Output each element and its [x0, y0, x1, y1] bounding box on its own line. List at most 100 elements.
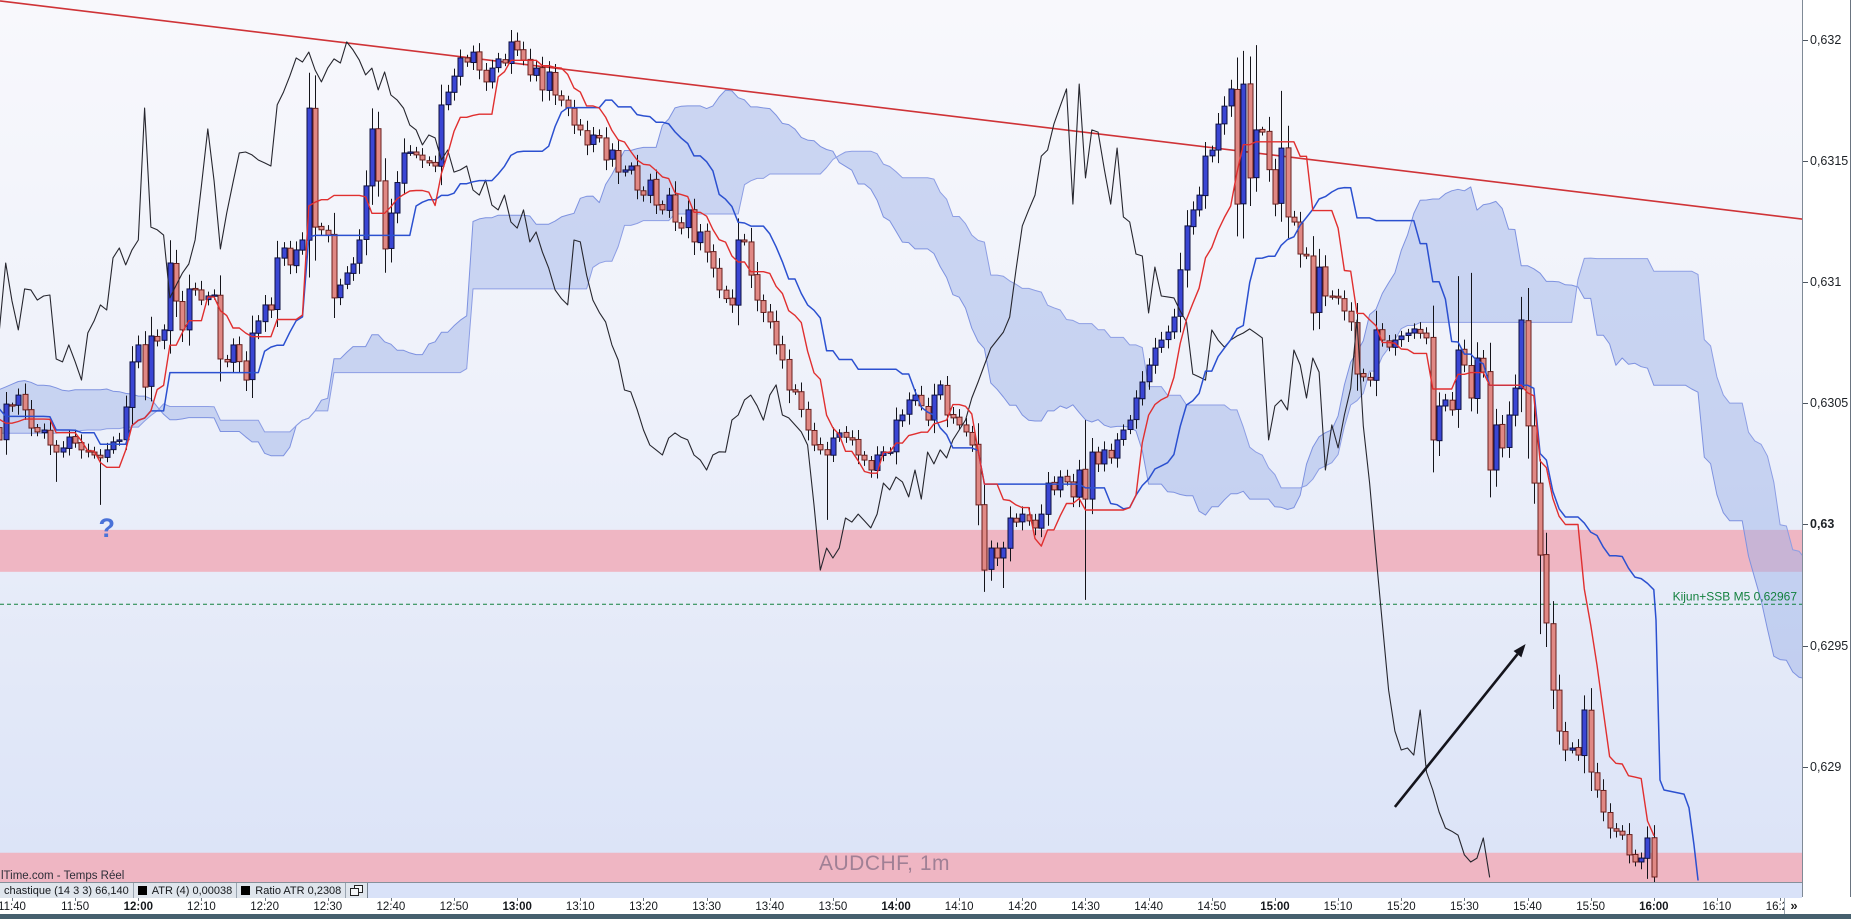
time-tick: [12, 898, 13, 901]
time-tick: [959, 898, 961, 901]
time-tick: [1338, 898, 1340, 901]
time-tick: [769, 898, 771, 901]
time-tick-label: 16:10: [1702, 901, 1732, 913]
price-tick: [1803, 766, 1808, 768]
time-tick-label: 11:50: [61, 901, 90, 913]
time-tick: [706, 898, 708, 901]
time-tick: [264, 898, 266, 901]
chart-plot-area[interactable]: Kijun+SSB M5 0,62967?: [0, 0, 1802, 882]
time-tick: [517, 898, 519, 901]
legend-item[interactable]: Ratio ATR 0,2308: [237, 883, 347, 898]
kijun-line: [0, 99, 1699, 881]
arrow-annotation: [1393, 653, 1519, 808]
price-tick: [1803, 281, 1808, 283]
time-tick-label: 15:20: [1386, 901, 1416, 913]
time-tick: [1211, 898, 1213, 901]
indicator-legend-strip: chastique (14 3 3) 66,140 ATR (4) 0,00038…: [0, 883, 1802, 899]
legend-color-chip: [137, 886, 147, 895]
instrument-watermark: AUDCHF, 1m: [819, 852, 951, 875]
time-tick: [454, 898, 456, 901]
time-tick-label: 11:40: [0, 901, 26, 913]
time-axis[interactable]: 11:40 11:50 12:00 12:10 12:20 12:30 12:40 12:50…: [0, 898, 1851, 914]
time-tick: [75, 898, 77, 901]
time-tick-label: 12:20: [250, 901, 279, 913]
price-tick: [1803, 403, 1808, 405]
time-tick: [1401, 898, 1403, 901]
time-tick: [643, 898, 645, 901]
time-tick: [138, 898, 140, 901]
legend-item[interactable]: chastique (14 3 3) 66,140: [0, 883, 134, 898]
time-tick-label: 14:50: [1197, 901, 1227, 913]
price-tick-label: 0,6295: [1810, 638, 1849, 653]
time-tick-label: 12:50: [439, 901, 469, 913]
time-tick-label: 15:00: [1260, 901, 1290, 913]
price-tick-label: 0,631: [1810, 274, 1842, 289]
time-tick-label: 14:20: [1007, 901, 1037, 913]
time-tick: [1022, 898, 1024, 901]
price-tick: [1803, 39, 1808, 41]
tenkan-line: [0, 59, 1655, 836]
time-tick-label: 15:30: [1449, 901, 1479, 913]
price-tick: [1803, 524, 1808, 526]
price-tick-label: 0,632: [1810, 32, 1842, 47]
time-tick: [1590, 898, 1592, 901]
provider-watermark: lTime.com - Temps Réel: [1, 870, 125, 882]
time-tick-label: 13:30: [692, 901, 721, 913]
legend-item[interactable]: ATR (4) 0,00038: [134, 883, 238, 898]
time-tick: [201, 898, 203, 901]
ichimoku-cloud: [0, 90, 1802, 678]
time-tick: [1527, 898, 1529, 901]
time-tick: [1085, 898, 1087, 901]
time-tick-label: 13:50: [818, 901, 848, 913]
time-tick: [1653, 898, 1655, 901]
price-tick-label: 0,6315: [1810, 153, 1849, 168]
time-tick-label: 12:30: [313, 901, 343, 913]
time-tick-label: 12:40: [376, 901, 406, 913]
time-tick-label: 13:20: [629, 901, 658, 913]
time-tick: [832, 898, 834, 901]
price-tick-label: 0,629: [1810, 759, 1842, 774]
time-tick: [1464, 898, 1466, 901]
indicator-legend: chastique (14 3 3) 66,140 ATR (4) 0,00038…: [0, 883, 369, 898]
axis-corner: [1802, 897, 1851, 914]
legend-item-label: ATR (4) 0,00038: [151, 884, 233, 897]
time-tick-label: 13:10: [565, 901, 595, 913]
price-tick: [1803, 645, 1808, 647]
time-tick-label: 14:40: [1134, 901, 1164, 913]
time-tick-label: 13:40: [755, 901, 785, 913]
time-tick-label: 15:10: [1323, 901, 1353, 913]
senkou-b-line: [0, 150, 1802, 556]
time-tick: [327, 898, 329, 901]
time-tick: [1148, 898, 1150, 901]
time-tick: [1274, 898, 1276, 901]
legend-window-button[interactable]: [346, 883, 367, 898]
time-tick: [1780, 898, 1782, 901]
price-tick-label: 0,63: [1810, 517, 1835, 532]
time-tick-label: 16:00: [1639, 901, 1669, 913]
price-zone: [0, 852, 1802, 882]
time-tick-label: 14:00: [881, 901, 911, 913]
price-axis[interactable]: 0,632 0,6315 0,631 0,6305 0,63 0,6295 0,629: [1802, 0, 1850, 897]
time-axis-more-button[interactable]: »: [1784, 898, 1803, 914]
time-tick: [896, 898, 898, 901]
price-tick: [1803, 160, 1808, 162]
kijun-ssb-m5-level-label: Kijun+SSB M5 0,62967: [1673, 589, 1798, 603]
legend-color-chip: [241, 886, 251, 895]
time-tick-label: 13:00: [502, 901, 532, 913]
time-tick-label: 12:10: [187, 901, 216, 913]
price-tick-label: 0,6305: [1810, 396, 1849, 411]
time-tick: [390, 898, 392, 901]
descending-trendline: [0, 0, 1802, 220]
time-tick-label: 12:00: [123, 901, 153, 913]
question-mark-annotation: ?: [98, 513, 115, 543]
time-tick-label: 15:50: [1576, 901, 1606, 913]
window-bottom-bar: [0, 914, 1851, 919]
restore-window-icon: [350, 885, 364, 896]
plot-bottom-border: [0, 882, 1802, 883]
arrow-head: [1513, 644, 1526, 658]
price-zone: [0, 529, 1802, 572]
time-tick: [1716, 898, 1718, 901]
chart-canvas[interactable]: Kijun+SSB M5 0,62967?: [0, 0, 1802, 882]
time-tick: [580, 898, 582, 901]
